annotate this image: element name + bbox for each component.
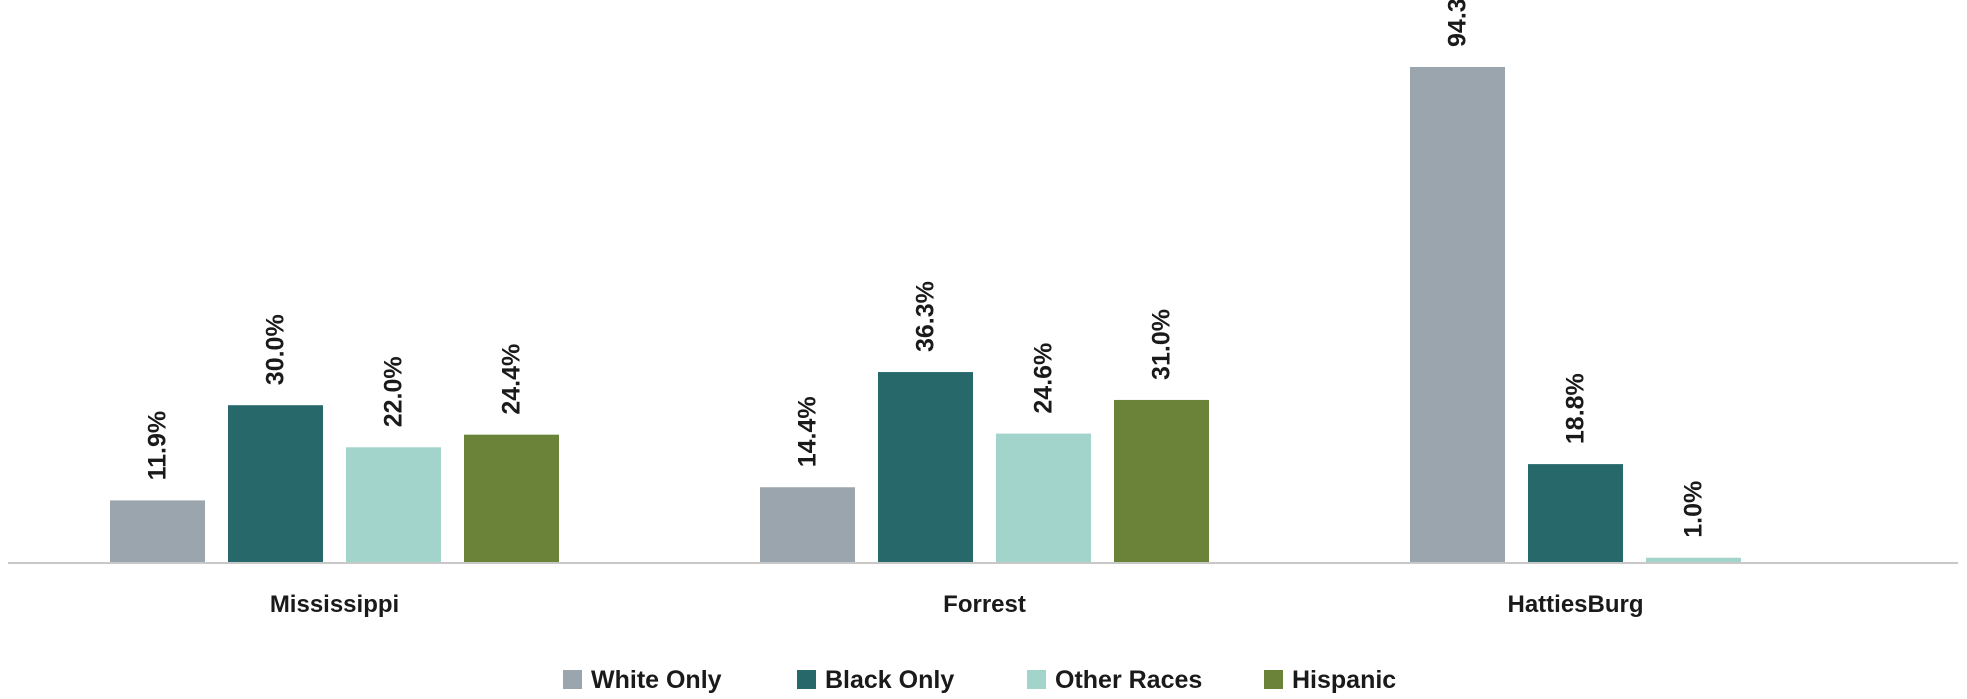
bars-layer (110, 66, 1741, 564)
data-labels-layer: 11.9% 30.0% 22.0% 24.4% 14.4% 36.3% 24.6% 31.0%… (144, 0, 1708, 538)
legend-swatch-black-only (797, 670, 816, 689)
legend-swatch-hispanic (1264, 670, 1283, 689)
legend-swatch-white-only (563, 670, 582, 689)
bar-hattiesburg-white-only (1410, 66, 1505, 564)
data-label-hattiesburg-white-only: 94.3% (1444, 0, 1472, 47)
legend-label-hispanic: Hispanic (1292, 666, 1396, 694)
legend-label-other-races: Other Races (1055, 666, 1202, 694)
bar-hattiesburg-black-only (1528, 464, 1623, 563)
data-label-hattiesburg-black-only: 18.8% (1562, 373, 1590, 444)
bar-hattiesburg-other-races (1646, 557, 1741, 563)
x-tick-label-forrest: Forrest (943, 591, 1026, 618)
bar-mississippi-white-only (110, 500, 205, 563)
legend-item-white-only: White Only (563, 666, 722, 694)
bar-forrest-other-races (996, 433, 1091, 563)
bar-mississippi-black-only (228, 405, 323, 563)
legend-swatch-other-races (1027, 670, 1046, 689)
x-tick-labels: Mississippi Forrest HattiesBurg (270, 591, 1644, 618)
data-label-mississippi-white-only: 11.9% (144, 411, 172, 481)
data-label-forrest-black-only: 36.3% (912, 281, 940, 352)
legend-label-white-only: White Only (591, 666, 722, 694)
data-label-forrest-white-only: 14.4% (794, 396, 822, 467)
x-tick-label-mississippi: Mississippi (270, 591, 399, 618)
bar-forrest-hispanic (1114, 399, 1209, 563)
bar-forrest-black-only (878, 372, 973, 563)
legend-item-hispanic: Hispanic (1264, 666, 1396, 694)
data-label-mississippi-black-only: 30.0% (262, 314, 290, 385)
legend: White Only Black Only Other Races Hispanic (563, 666, 1396, 694)
data-label-mississippi-hispanic: 24.4% (498, 344, 526, 415)
data-label-hattiesburg-other-races: 1.0% (1680, 481, 1708, 538)
data-label-forrest-other-races: 24.6% (1030, 343, 1058, 414)
bar-forrest-white-only (760, 487, 855, 563)
data-label-forrest-hispanic: 31.0% (1148, 309, 1176, 380)
legend-item-other-races: Other Races (1027, 666, 1202, 694)
bar-mississippi-hispanic (464, 434, 559, 563)
legend-label-black-only: Black Only (825, 666, 954, 694)
data-label-mississippi-other-races: 22.0% (380, 356, 408, 427)
bar-mississippi-other-races (346, 447, 441, 563)
x-tick-label-hattiesburg: HattiesBurg (1507, 591, 1643, 618)
legend-item-black-only: Black Only (797, 666, 954, 694)
